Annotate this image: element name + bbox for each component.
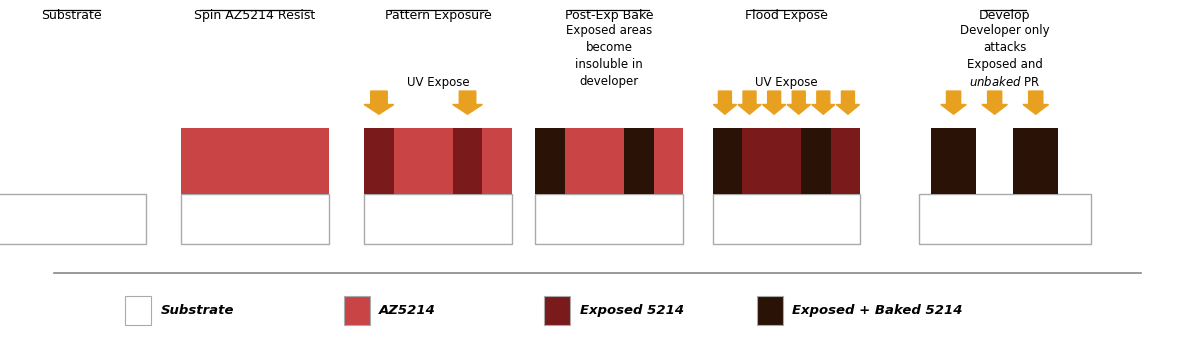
Text: Post-Exp Bake: Post-Exp Bake	[565, 9, 653, 21]
Text: Substrate: Substrate	[160, 304, 234, 317]
Bar	[920, 194, 1091, 244]
Bar	[757, 296, 783, 325]
Bar	[393, 128, 453, 194]
Bar	[713, 194, 860, 244]
Bar	[1013, 128, 1059, 194]
Bar	[482, 128, 512, 194]
Text: Exposed 5214: Exposed 5214	[580, 304, 684, 317]
Text: Flood Expose: Flood Expose	[745, 9, 828, 21]
Bar	[365, 128, 393, 194]
Bar	[830, 128, 860, 194]
Bar	[536, 128, 565, 194]
Text: UV Expose: UV Expose	[756, 76, 817, 89]
FancyArrow shape	[811, 91, 835, 114]
FancyArrow shape	[982, 91, 1007, 114]
Text: Develop: Develop	[979, 9, 1031, 21]
Text: Spin AZ5214 Resist: Spin AZ5214 Resist	[195, 9, 316, 21]
Text: Substrate: Substrate	[42, 9, 102, 21]
Text: Exposed areas
become
insoluble in
developer: Exposed areas become insoluble in develo…	[567, 24, 652, 88]
FancyArrow shape	[763, 91, 785, 114]
FancyArrow shape	[453, 91, 482, 114]
Bar	[624, 128, 653, 194]
Text: Developer only
attacks
Exposed and
$\mathit{unbaked}$ PR: Developer only attacks Exposed and $\mat…	[960, 24, 1050, 89]
Bar	[801, 128, 830, 194]
Bar	[544, 296, 570, 325]
Bar	[931, 128, 975, 194]
Bar	[653, 128, 683, 194]
FancyArrow shape	[1023, 91, 1049, 114]
FancyArrow shape	[738, 91, 762, 114]
FancyArrow shape	[364, 91, 394, 114]
Bar	[365, 194, 512, 244]
Bar	[343, 296, 369, 325]
FancyArrow shape	[836, 91, 860, 114]
Bar	[565, 128, 624, 194]
Bar	[125, 296, 151, 325]
FancyArrow shape	[713, 91, 737, 114]
Text: UV Expose: UV Expose	[406, 76, 469, 89]
Text: Exposed + Baked 5214: Exposed + Baked 5214	[792, 304, 962, 317]
Text: Pattern Exposure: Pattern Exposure	[385, 9, 492, 21]
Bar	[181, 194, 329, 244]
FancyArrow shape	[786, 91, 810, 114]
Bar	[181, 128, 329, 194]
FancyArrow shape	[941, 91, 966, 114]
Text: AZ5214: AZ5214	[379, 304, 436, 317]
Bar	[713, 128, 742, 194]
Bar	[0, 194, 146, 244]
Bar	[536, 194, 683, 244]
Bar	[742, 128, 801, 194]
Bar	[453, 128, 482, 194]
